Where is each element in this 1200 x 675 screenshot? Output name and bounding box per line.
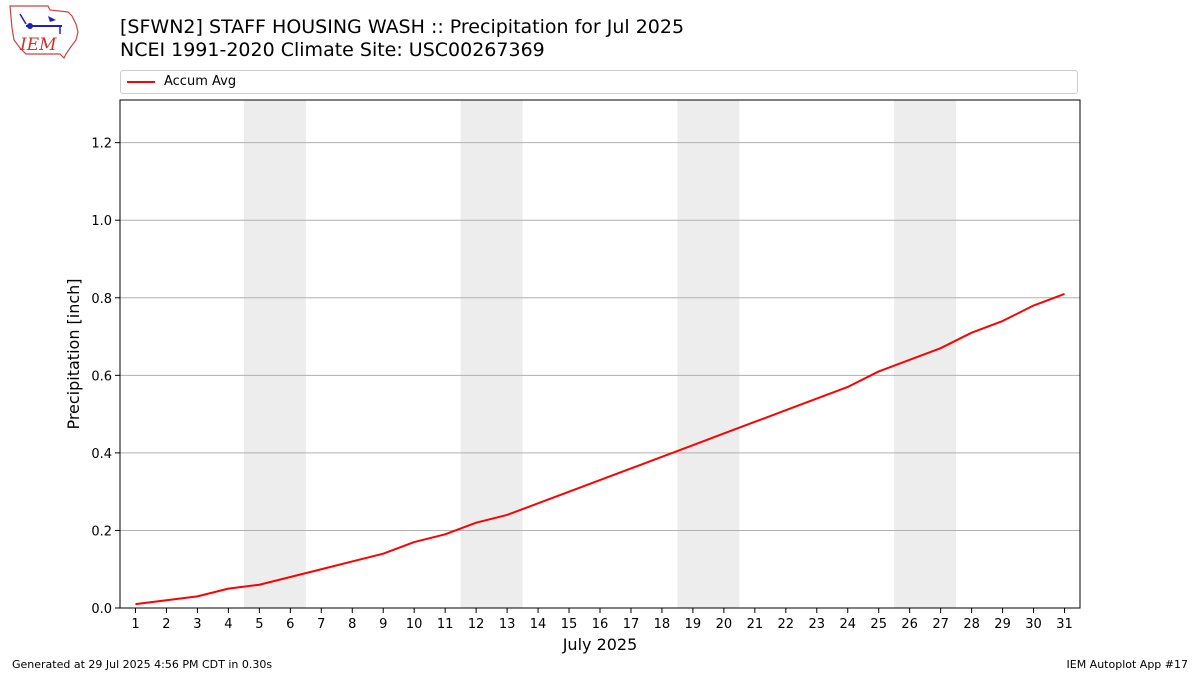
x-tick-label: 26 — [901, 617, 918, 632]
footer-app: IEM Autoplot App #17 — [1066, 658, 1189, 671]
x-tick-label: 16 — [592, 617, 609, 632]
title-line-1: [SFWN2] STAFF HOUSING WASH :: Precipitat… — [120, 16, 685, 38]
x-tick-label: 3 — [193, 617, 201, 632]
x-tick-label: 28 — [963, 617, 980, 632]
x-tick-label: 4 — [224, 617, 232, 632]
flag-icon — [19, 13, 27, 25]
x-tick-label: 7 — [317, 617, 325, 632]
x-tick-label: 13 — [499, 617, 516, 632]
x-axis-label: July 2025 — [562, 635, 638, 654]
x-tick-label: 25 — [870, 617, 887, 632]
legend-label: Accum Avg — [164, 74, 237, 89]
x-tick-label: 24 — [839, 617, 856, 632]
plot-frame — [119, 99, 1081, 609]
x-tick-label: 1 — [131, 617, 139, 632]
x-tick-label: 30 — [1025, 617, 1042, 632]
x-tick-label: 5 — [255, 617, 263, 632]
y-tick-label: 0.4 — [91, 447, 112, 462]
x-tick-label: 21 — [747, 617, 764, 632]
x-tick-label: 23 — [809, 617, 826, 632]
x-tick-label: 20 — [716, 617, 733, 632]
footer-generated: Generated at 29 Jul 2025 4:56 PM CDT in … — [12, 658, 273, 671]
weekend-band — [677, 100, 740, 608]
x-tick-label: 8 — [348, 617, 356, 632]
y-tick-label: 0.8 — [91, 292, 112, 307]
chart-title: [SFWN2] STAFF HOUSING WASH :: Precipitat… — [120, 16, 684, 62]
y-tick-label: 1.2 — [91, 137, 112, 152]
y-axis-label: Precipitation [inch] — [64, 278, 83, 429]
x-tick-label: 27 — [932, 617, 949, 632]
x-tick-label: 11 — [437, 617, 454, 632]
legend: Accum Avg — [120, 70, 1078, 94]
legend-swatch — [127, 81, 155, 83]
x-tick-label: 29 — [994, 617, 1011, 632]
x-tick-label: 19 — [685, 617, 702, 632]
iem-logo: IEM — [9, 5, 79, 60]
x-tick-label: 9 — [379, 617, 387, 632]
iowa-outline-icon — [9, 5, 79, 60]
x-tick-label: 31 — [1056, 617, 1073, 632]
x-tick-label: 22 — [778, 617, 795, 632]
y-tick-label: 0.6 — [91, 369, 112, 384]
cup-icon — [48, 16, 56, 22]
x-tick-label: 17 — [623, 617, 640, 632]
x-tick-label: 2 — [162, 617, 170, 632]
y-tick-label: 0.2 — [91, 524, 112, 539]
title-line-2: NCEI 1991-2020 Climate Site: USC00267369 — [120, 39, 545, 61]
y-tick-label: 1.0 — [91, 214, 112, 229]
weekend-band — [460, 100, 523, 608]
weekend-band — [243, 100, 306, 608]
x-tick-label: 15 — [561, 617, 578, 632]
x-tick-label: 6 — [286, 617, 294, 632]
x-tick-label: 10 — [406, 617, 423, 632]
logo-text: IEM — [19, 35, 57, 55]
x-tick-label: 12 — [468, 617, 485, 632]
x-tick-label: 18 — [654, 617, 671, 632]
x-tick-label: 14 — [530, 617, 547, 632]
y-tick-label: 0.0 — [91, 602, 112, 617]
series-line-accum-avg — [135, 292, 1065, 606]
sensor-dot-icon — [27, 23, 33, 29]
